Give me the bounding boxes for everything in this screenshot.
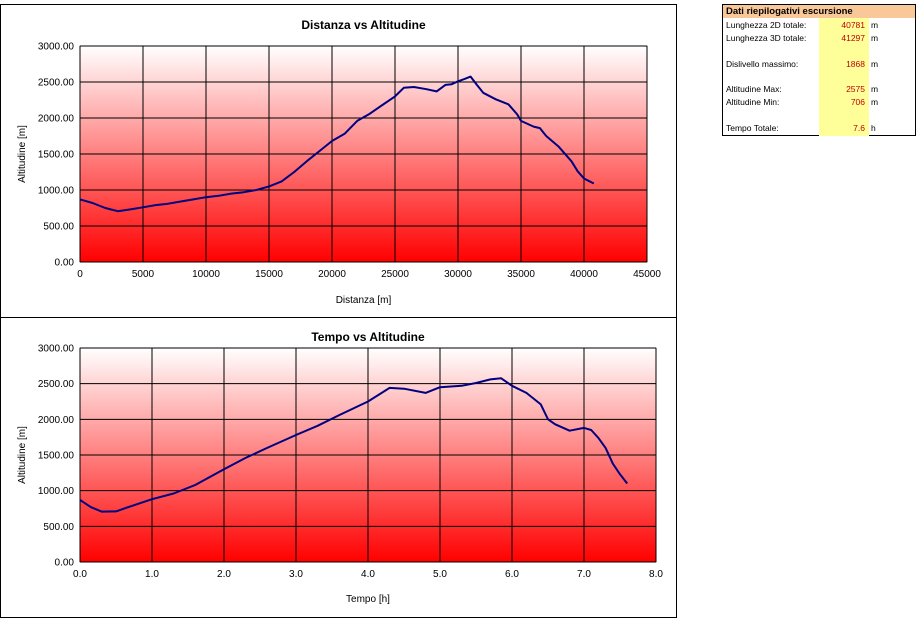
summary-unit: m [871, 59, 879, 69]
x-tick-label: 0 [77, 269, 83, 280]
x-tick-label: 20000 [318, 269, 346, 280]
summary-row-length-2d: Lunghezza 2D totale: 40781 m [723, 19, 915, 31]
summary-unit: m [871, 84, 879, 94]
summary-table: Dati riepilogativi escursione Lunghezza … [722, 4, 916, 136]
y-tick-label: 2500.00 [38, 78, 75, 89]
time-altitude-chart: 0.00 500.00 1000.00 1500.00 2000.00 2500.00 30… [17, 330, 663, 605]
summary-value: 706 [850, 97, 865, 107]
x-tick-label: 5000 [132, 269, 155, 280]
summary-unit: m [871, 33, 879, 43]
summary-label: Tempo Totale: [726, 123, 779, 133]
x-tick-label: 10000 [192, 269, 220, 280]
y-tick-label: 3000.00 [38, 42, 75, 53]
x-tick-label: 15000 [255, 269, 283, 280]
summary-value: 1868 [846, 59, 865, 69]
summary-value-column [819, 18, 869, 136]
chart-panel-time: 0.00 500.00 1000.00 1500.00 2000.00 2500.00 30… [0, 317, 677, 618]
y-tick-label: 500.00 [43, 522, 74, 533]
x-tick-label: 25000 [381, 269, 409, 280]
summary-unit: h [871, 123, 876, 133]
summary-value: 7.6 [853, 123, 865, 133]
summary-row-altitude-max: Altitudine Max: 2575 m [723, 83, 915, 95]
y-tick-label: 2500.00 [38, 379, 75, 390]
x-tick-label: 4.0 [361, 569, 375, 580]
altitude-series-line [79, 75, 595, 213]
x-tick-label: 5.0 [433, 569, 447, 580]
x-tick-label: 40000 [570, 269, 598, 280]
y-tick-label: 1000.00 [38, 486, 75, 497]
summary-label: Lunghezza 3D totale: [726, 33, 807, 43]
summary-title: Dati riepilogativi escursione [723, 5, 915, 18]
x-tick-label: 35000 [507, 269, 535, 280]
x-axis-label: Distanza [m] [336, 295, 392, 306]
y-axis-label: Altitudine [m] [17, 426, 28, 484]
summary-row-length-3d: Lunghezza 3D totale: 41297 m [723, 32, 915, 44]
summary-label: Altitudine Max: [726, 84, 782, 94]
x-tick-label: 1.0 [145, 569, 159, 580]
summary-value: 41297 [841, 33, 865, 43]
x-tick-label: 8.0 [649, 569, 663, 580]
summary-value: 40781 [841, 20, 865, 30]
chart-title: Tempo vs Altitudine [311, 330, 425, 344]
summary-label: Dislivello massimo: [726, 59, 799, 69]
summary-label: Lunghezza 2D totale: [726, 20, 807, 30]
summary-row-altitude-min: Altitudine Min: 706 m [723, 96, 915, 108]
distance-altitude-chart: 0.00 500.00 1000.00 1500.00 2000.00 2500.00 30… [17, 18, 661, 306]
y-tick-label: 1500.00 [38, 150, 75, 161]
y-tick-label: 0.00 [55, 258, 75, 269]
x-axis-label: Tempo [h] [346, 594, 390, 605]
y-tick-label: 500.00 [43, 222, 74, 233]
altitude-series-line [79, 377, 628, 513]
y-tick-label: 2000.00 [38, 415, 75, 426]
y-tick-label: 1000.00 [38, 186, 75, 197]
x-tick-label: 30000 [444, 269, 472, 280]
y-tick-label: 1500.00 [38, 451, 75, 462]
x-tick-label: 3.0 [289, 569, 303, 580]
summary-label: Altitudine Min: [726, 97, 780, 107]
x-tick-label: 7.0 [577, 569, 591, 580]
y-tick-label: 0.00 [55, 558, 75, 569]
chart-panel-distance: 0.00 500.00 1000.00 1500.00 2000.00 2500.00 30… [0, 4, 677, 318]
x-tick-label: 2.0 [217, 569, 231, 580]
summary-row-max-elevation-gain: Dislivello massimo: 1868 m [723, 58, 915, 70]
y-tick-label: 3000.00 [38, 344, 75, 355]
x-tick-label: 0.0 [73, 569, 87, 580]
chart-title: Distanza vs Altitudine [301, 18, 426, 32]
y-tick-label: 2000.00 [38, 114, 75, 125]
x-tick-label: 45000 [633, 269, 661, 280]
summary-unit: m [871, 20, 879, 30]
x-tick-label: 6.0 [505, 569, 519, 580]
summary-value: 2575 [846, 84, 865, 94]
y-axis-label: Altitudine [m] [17, 125, 28, 183]
summary-row-total-time: Tempo Totale: 7.6 h [723, 122, 915, 134]
summary-unit: m [871, 97, 879, 107]
